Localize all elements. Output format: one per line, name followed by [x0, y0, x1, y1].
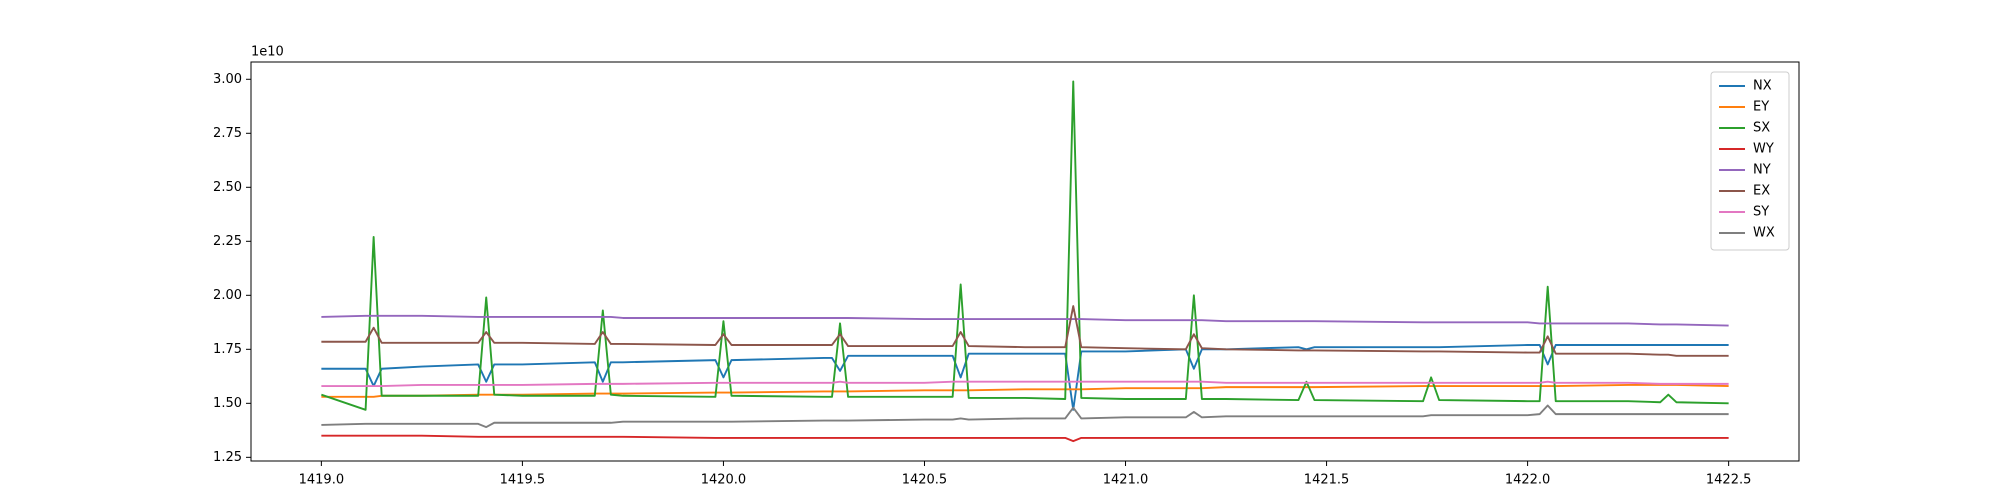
legend-label: WX	[1753, 226, 1775, 241]
legend-label: SX	[1753, 121, 1770, 136]
y-tick-label: 1.25	[213, 450, 242, 465]
series-line	[321, 344, 1729, 411]
x-tick-label: 1419.5	[500, 473, 546, 488]
y-tick-label: 2.00	[213, 288, 242, 303]
legend-label: NX	[1753, 79, 1772, 94]
x-tick-label: 1422.0	[1505, 473, 1551, 488]
series-line	[321, 434, 1729, 443]
legend-frame	[1710, 71, 1790, 251]
y-tick-label: 1.50	[213, 396, 242, 411]
y-tick-label: 2.25	[213, 234, 242, 249]
x-tick-label: 1421.5	[1304, 473, 1350, 488]
legend-label: WY	[1753, 142, 1774, 157]
x-tick-label: 1420.0	[701, 473, 747, 488]
y-tick-label: 2.50	[213, 180, 242, 195]
y-tick-label: 3.00	[213, 72, 242, 87]
x-tick-label: 1420.5	[902, 473, 948, 488]
axes-frame	[250, 61, 1800, 462]
x-tick-label: 1422.5	[1706, 473, 1752, 488]
legend: NX EY SX WY NY EX SY WX	[1710, 71, 1790, 251]
series-line	[321, 404, 1729, 429]
y-offset-label: 1e10	[251, 45, 284, 60]
legend-label: SY	[1753, 205, 1769, 220]
series-line	[321, 305, 1729, 357]
series-line	[321, 380, 1729, 387]
x-tick-label: 1419.0	[299, 473, 345, 488]
legend-label: EY	[1753, 100, 1769, 115]
legend-label: NY	[1753, 163, 1771, 178]
x-tick-label: 1421.0	[1103, 473, 1149, 488]
y-tick-label: 2.75	[213, 126, 242, 141]
y-tick-label: 1.75	[213, 342, 242, 357]
legend-label: EX	[1753, 184, 1770, 199]
series-line	[321, 80, 1729, 411]
series-line	[321, 314, 1729, 327]
